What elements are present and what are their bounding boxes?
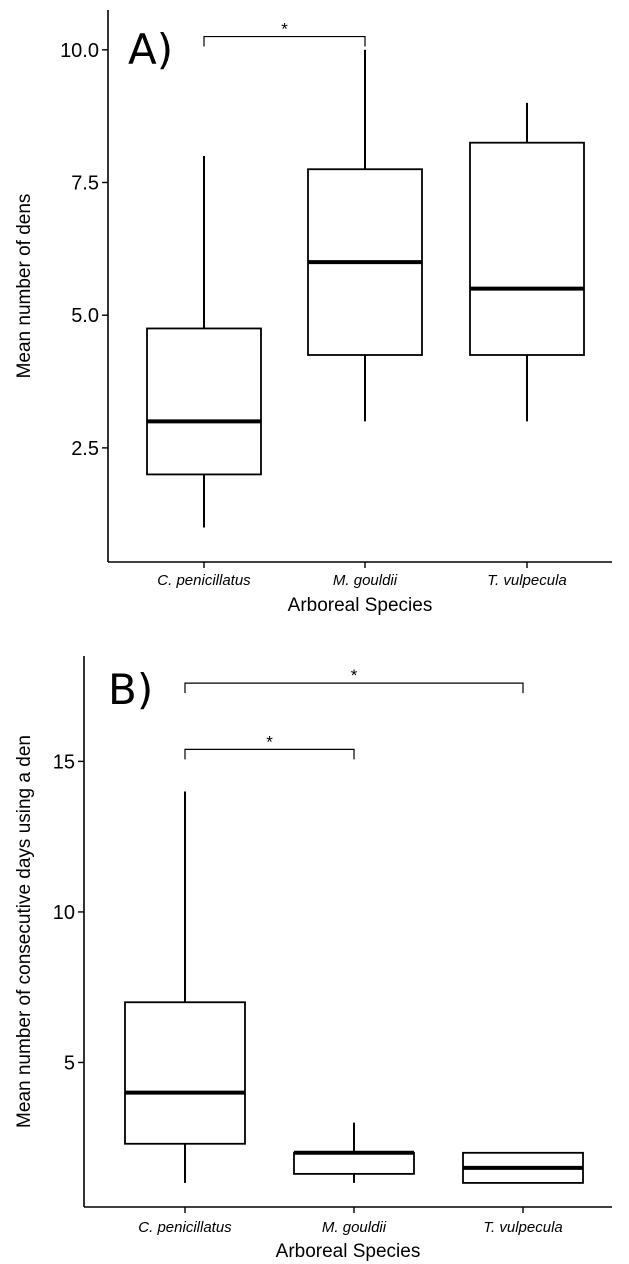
significance-label: * xyxy=(281,20,288,39)
box-3 xyxy=(469,102,585,422)
significance-bracket xyxy=(184,748,355,760)
box-1 xyxy=(146,155,262,528)
panel-label: B) xyxy=(108,665,153,714)
panel-b: 5 10 15 C. penicillatus M. gouldii T. vulpecu… xyxy=(14,656,612,1262)
y-tick-label: 5.0 xyxy=(71,305,99,327)
y-tick-label: 15 xyxy=(53,751,75,773)
box-1 xyxy=(124,791,246,1183)
box-2 xyxy=(293,1122,415,1183)
y-tick-label: 5 xyxy=(64,1052,75,1074)
box-iqr xyxy=(124,1001,246,1145)
box-3 xyxy=(462,1151,584,1184)
x-tick-label: M. gouldii xyxy=(322,1219,387,1236)
y-axis-title: Mean number of consecutive days using a … xyxy=(14,735,35,1128)
x-tick-label: C. penicillatus xyxy=(157,572,251,589)
box-2 xyxy=(307,49,423,422)
x-axis-title: Arboreal Species xyxy=(288,595,433,616)
x-axis-title: Arboreal Species xyxy=(276,1241,421,1262)
y-tick-label: 7.5 xyxy=(71,173,99,195)
significance-bracket xyxy=(203,35,366,47)
x-tick-label: T. vulpecula xyxy=(483,1219,563,1236)
box-iqr xyxy=(293,1151,415,1175)
panel-label: A) xyxy=(128,25,173,74)
box-iqr xyxy=(146,327,262,476)
x-tick-label: C. penicillatus xyxy=(138,1219,232,1236)
significance-label: * xyxy=(351,666,358,685)
y-tick-label: 10.0 xyxy=(60,40,99,62)
y-tick-label: 10 xyxy=(53,902,75,924)
x-tick-label: M. gouldii xyxy=(333,572,398,589)
x-tick-label: T. vulpecula xyxy=(487,572,567,589)
significance-label: * xyxy=(266,732,273,751)
box-iqr xyxy=(469,141,585,356)
panel-a: 2.5 5.0 7.5 10.0 C. penicillatus M. gouldii T.… xyxy=(14,10,612,616)
significance-bracket xyxy=(184,682,524,694)
y-axis-title: Mean number of dens xyxy=(14,194,35,379)
y-tick-label: 2.5 xyxy=(71,438,99,460)
